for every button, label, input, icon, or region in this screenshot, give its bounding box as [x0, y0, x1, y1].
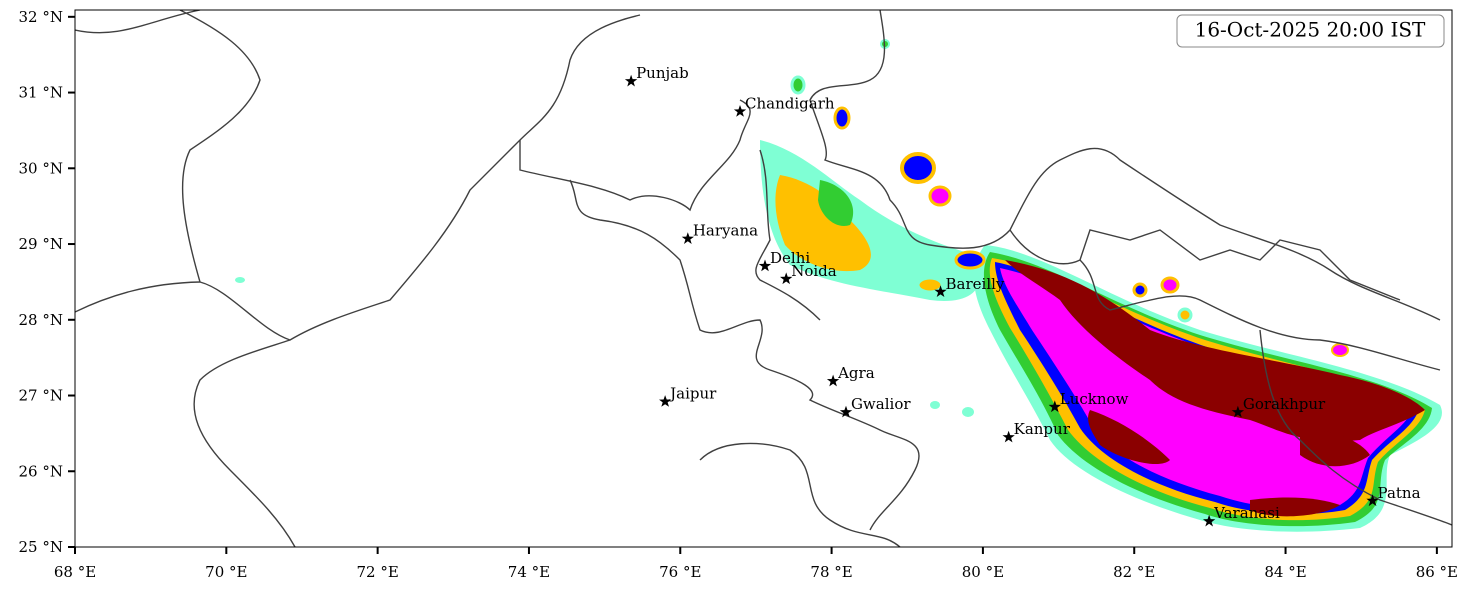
city-label: Bareilly [946, 275, 1005, 293]
timestamp: 16-Oct-2025 20:00 IST [1195, 18, 1426, 42]
city-marker [659, 395, 672, 407]
x-tick-label: 72 °E [356, 563, 398, 581]
x-tick-label: 84 °E [1264, 563, 1306, 581]
border [1079, 229, 1401, 301]
x-tick-label: 68 °E [54, 563, 96, 581]
city-marker [1231, 405, 1245, 418]
city-marker [758, 259, 772, 272]
y-tick-label: 28 °N [19, 311, 63, 329]
border [193, 339, 296, 547]
city-label: Lucknow [1060, 390, 1129, 408]
city-label: Agra [837, 364, 875, 382]
x-tick-label: 80 °E [962, 563, 1004, 581]
city-marker [1366, 494, 1379, 507]
rainfall-field [235, 39, 1442, 532]
x-tick-label: 82 °E [1113, 563, 1155, 581]
border [809, 10, 1441, 321]
border [1009, 229, 1441, 371]
city-marker [839, 405, 853, 418]
city-marker [733, 105, 747, 117]
y-tick-label: 29 °N [19, 235, 63, 253]
city-label: Patna [1378, 484, 1421, 502]
border [75, 14, 641, 341]
border [755, 149, 821, 321]
border [699, 442, 901, 547]
city-label: Haryana [693, 222, 758, 240]
city-marker [624, 74, 638, 87]
x-tick-label: 70 °E [205, 563, 247, 581]
city-label: Gorakhpur [1243, 395, 1326, 413]
boundaries [75, 10, 1452, 547]
city-marker [780, 272, 793, 285]
timestamp-box [1176, 14, 1445, 48]
city-marker [826, 374, 840, 387]
x-tick-label: 76 °E [659, 563, 701, 581]
city-marker [1203, 514, 1216, 527]
y-tick-label: 26 °N [19, 462, 63, 480]
border [75, 10, 261, 283]
border [1259, 329, 1452, 526]
city-label: Punjab [636, 64, 689, 82]
x-tick-label: 78 °E [810, 563, 852, 581]
city-marker [934, 285, 947, 297]
city-marker [1002, 430, 1015, 443]
y-tick-label: 25 °N [19, 538, 63, 556]
y-tick-label: 27 °N [19, 387, 63, 405]
x-tick-label: 86 °E [1416, 563, 1458, 581]
city-label: Delhi [770, 249, 810, 267]
city-label: Chandigarh [745, 94, 835, 112]
city-marker [1048, 400, 1061, 413]
city-label: Jaipur [668, 385, 717, 403]
map-layer [75, 10, 1452, 547]
city-label: Kanpur [1014, 420, 1071, 438]
city-label: Varanasi [1213, 504, 1280, 522]
city-marker [681, 232, 694, 244]
x-tick-label: 74 °E [508, 563, 550, 581]
border [519, 99, 751, 212]
axes-frame [74, 9, 1453, 548]
y-tick-label: 32 °N [19, 8, 63, 26]
city-label: Noida [791, 262, 837, 280]
city-label: Gwalior [851, 395, 911, 413]
y-tick-label: 30 °N [19, 159, 63, 177]
y-tick-label: 31 °N [19, 84, 63, 102]
border [569, 179, 920, 531]
